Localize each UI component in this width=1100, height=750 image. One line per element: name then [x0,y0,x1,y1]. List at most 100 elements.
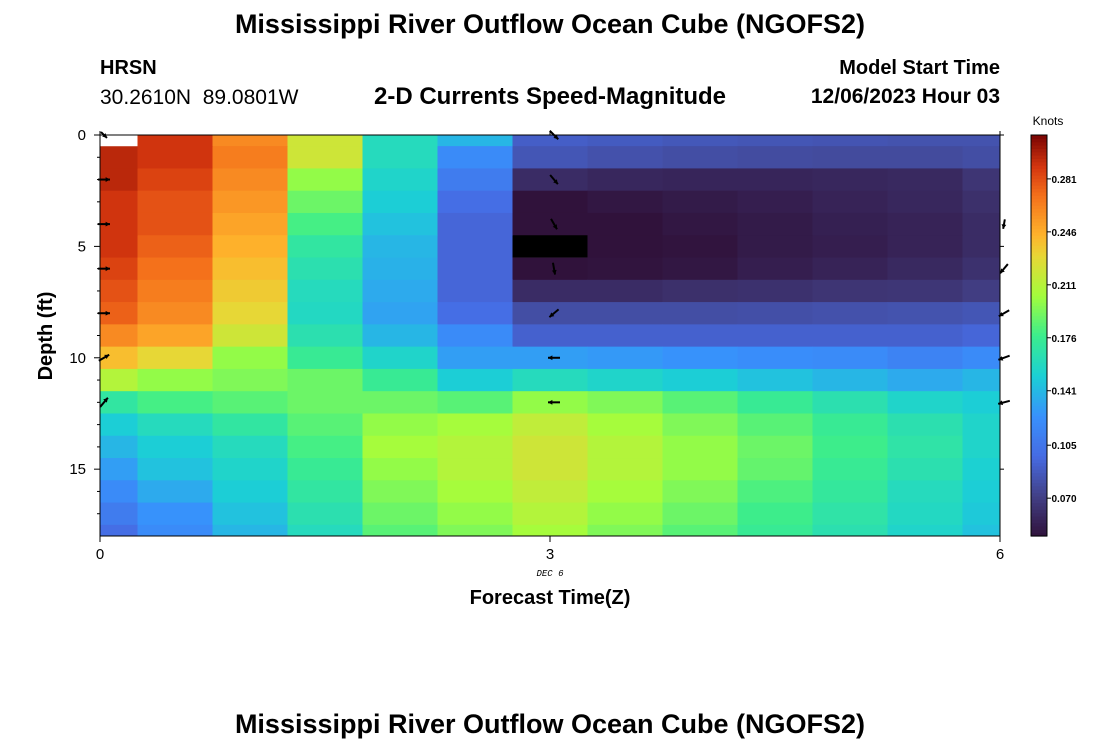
heatmap-cell [962,302,1001,325]
heatmap-cell [887,235,963,259]
heatmap-cell [662,135,738,147]
heatmap-cell [662,480,738,504]
x-tick-label: 6 [996,546,1004,563]
heatmap-cell [437,368,513,392]
heatmap-cell [887,212,963,236]
colorbar-step [1031,495,1047,500]
colorbar-tick-label: 0.211 [1052,281,1077,292]
colorbar-step [1031,272,1047,276]
heatmap-cell [362,391,438,414]
heatmap-cell [212,346,288,370]
heatmap-cell [100,391,138,414]
colorbar-step [1031,141,1047,146]
colorbar-step [1031,452,1047,457]
heatmap-cell [437,257,513,281]
heatmap-cell [812,279,888,303]
heatmap-cell [737,135,813,147]
heatmap-cell [512,212,588,236]
colorbar-label: Knots [1033,114,1064,128]
heatmap-cell [212,391,288,414]
colorbar-step [1031,158,1047,163]
colorbar-step [1031,328,1047,333]
vector-head [105,177,110,182]
colorbar-step [1031,161,1047,166]
colorbar-step [1031,499,1047,504]
colorbar-step [1031,235,1047,240]
colorbar-step [1031,325,1047,330]
colorbar-step [1031,378,1047,383]
vector-head [998,400,1004,406]
colorbar-step [1031,165,1047,170]
colorbar-step [1031,191,1047,196]
vector-head [553,179,558,185]
heatmap-cell [812,435,888,459]
vector-head [551,269,557,275]
heatmap-cell [437,168,513,192]
heatmap-cell [587,212,663,236]
station-coordinates: 30.2610N 89.0801W [100,86,299,109]
chart-axes: 0 3 6 0 5 10 15 [69,127,1004,563]
colorbar-step [1031,255,1047,260]
heatmap-cell [887,458,963,481]
colorbar-step [1031,261,1047,266]
heatmap-cell [962,413,1001,437]
colorbar-step [1031,372,1047,377]
colorbar-step [1031,358,1047,363]
vector-head [548,355,553,361]
heatmap-cell [887,257,963,281]
heatmap-cell [737,324,813,348]
colorbar-step [1031,439,1047,444]
colorbar-step [1031,265,1047,270]
colorbar-step [1031,148,1047,153]
heatmap-cell [887,168,963,192]
heatmap-cell [212,524,288,537]
colorbar-step [1031,348,1047,353]
heatmap-cell [962,391,1001,414]
heatmap-cell [812,168,888,192]
heatmap-cell [100,257,138,281]
heatmap-cell [287,458,363,481]
heatmap-cell [137,257,213,281]
heatmap-cell [737,480,813,504]
heatmap-cell [587,135,663,147]
heatmap-cell [512,302,588,325]
colorbar-step [1031,185,1047,190]
colorbar-step [1031,282,1047,286]
heatmap-cell [662,324,738,348]
colorbar-step [1031,455,1047,460]
heatmap-cell [737,190,813,214]
current-vector [549,174,559,185]
heatmap-cell [137,324,213,348]
heatmap-cell [737,302,813,325]
heatmap-cell [587,302,663,325]
colorbar: 0.070 0.105 0.141 0.176 0.211 0.246 0.281 [1030,134,1077,537]
colorbar-step [1031,462,1047,467]
heatmap-cell [137,502,213,526]
heatmap-cell [737,413,813,437]
colorbar-tick-label: 0.141 [1051,387,1076,398]
heatmap-cell [137,212,213,236]
colorbar-step [1031,465,1047,470]
colorbar-step [1031,342,1047,347]
heatmap-cell [887,435,963,459]
colorbar-step [1031,305,1047,310]
heatmap-cell [812,413,888,437]
heatmap-cell [662,190,738,214]
heatmap-cell [437,346,513,370]
heatmap-cell [212,279,288,303]
colorbar-step [1031,352,1047,357]
heatmap-cell [100,168,138,192]
colorbar-step [1031,138,1047,143]
colorbar-step [1031,445,1047,450]
colorbar-step [1031,509,1047,514]
heatmap-cell [512,190,588,214]
heatmap-cell [587,146,663,169]
heatmap-cell [812,212,888,236]
heatmap-cell [437,480,513,504]
current-vector [98,353,110,362]
heatmap-cell [362,458,438,481]
heatmap-cell [437,190,513,214]
colorbar-step [1031,315,1047,320]
heatmap-cell [512,279,588,303]
y-axis-label: Depth (ft) [35,292,57,381]
